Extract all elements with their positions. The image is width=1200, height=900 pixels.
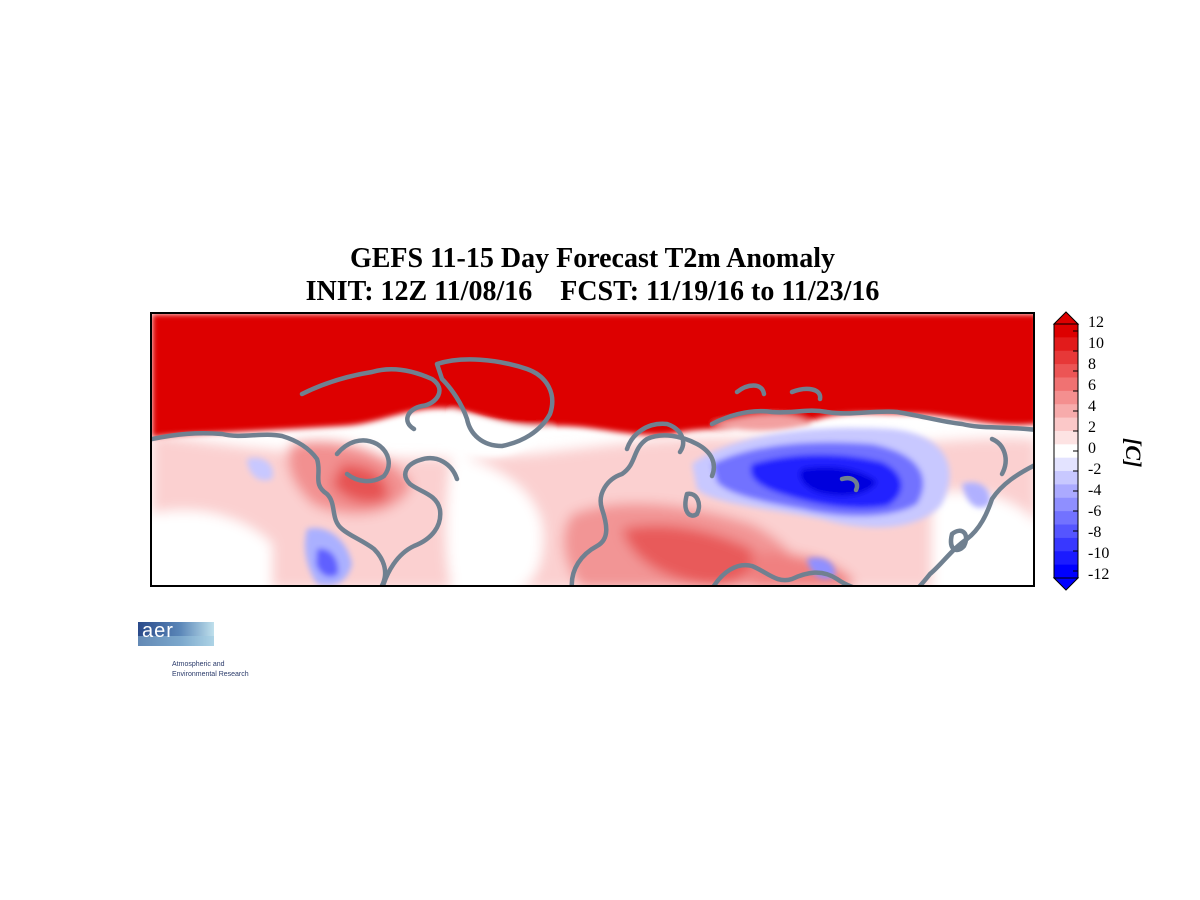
colorbar-tick-label: -8	[1088, 524, 1102, 541]
colorbar-tick-label: -10	[1088, 545, 1110, 562]
colorbar-level	[1054, 537, 1078, 552]
colorbar	[1052, 311, 1080, 591]
colorbar-level	[1054, 350, 1078, 365]
europe-coast	[569, 433, 717, 585]
colorbar-tick-label: -4	[1088, 482, 1102, 499]
aer-logo-text: aer	[142, 620, 174, 642]
scandinavia	[624, 421, 686, 455]
colorbar-tick-label: -2	[1088, 461, 1102, 478]
colorbar-level	[1054, 524, 1078, 539]
aer-logo-line1: Atmospheric and	[172, 661, 225, 668]
colorbar-level	[1054, 444, 1078, 459]
colorbar-level	[1054, 417, 1078, 432]
north-america-coast	[152, 430, 388, 585]
colorbar-tick-label: 12	[1088, 314, 1104, 331]
aer-logo-line2: Environmental Research	[172, 671, 249, 678]
colorbar-level	[1054, 471, 1078, 485]
colorbar-extend-min	[1052, 577, 1080, 591]
canadian-archipelago	[299, 366, 442, 432]
colorbar-level	[1054, 511, 1078, 526]
colorbar-tick-label: -12	[1088, 566, 1110, 583]
lake-baikal	[839, 476, 860, 493]
north-america-east-coast	[380, 456, 460, 585]
arctic-warm-band	[152, 314, 1033, 456]
chart-title: GEFS 11-15 Day Forecast T2m Anomaly	[349, 243, 836, 274]
asia-north-coast	[709, 408, 1033, 432]
colorbar-tick-label: -6	[1088, 503, 1102, 520]
novaya-zemlya	[734, 383, 767, 397]
hudson-bay	[334, 438, 391, 484]
asia-south-coast	[711, 562, 854, 585]
colorbar-level	[1054, 564, 1078, 579]
colorbar-extend-max	[1052, 311, 1080, 325]
aer-logo-mark	[138, 622, 214, 646]
japan	[948, 528, 969, 553]
colorbar-level	[1054, 404, 1078, 419]
colorbar-unit-label: [C]	[1121, 438, 1146, 468]
siberia-cold-anomaly	[692, 427, 950, 528]
colorbar-level	[1054, 324, 1078, 338]
colorbar-level	[1054, 430, 1078, 445]
colorbar-level	[1054, 484, 1078, 499]
colorbar-level	[1054, 551, 1078, 566]
colorbar-tick-label: 10	[1088, 335, 1104, 352]
anomaly-map-canvas	[152, 314, 1033, 585]
colorbar-tick-label: 8	[1088, 356, 1096, 373]
aer-logo: aer Atmospheric and Environmental Resear…	[138, 620, 288, 682]
colorbar-tick-label: 6	[1088, 377, 1096, 394]
kamchatka	[989, 436, 1008, 477]
colorbar-level	[1054, 457, 1078, 472]
forecast-period-subtitle: INIT: 12Z 11/08/16 FCST: 11/19/16 to 11/…	[305, 276, 880, 307]
colorbar-level	[1054, 364, 1078, 378]
anomaly-map	[150, 312, 1035, 587]
colorbar-level	[1054, 377, 1078, 392]
greenland	[434, 357, 555, 449]
coastlines	[152, 357, 1033, 585]
colorbar-tick-label: 2	[1088, 419, 1096, 436]
colorbar-level	[1054, 497, 1078, 512]
colorbar-level	[1054, 390, 1078, 405]
colorbar-tick-label: 0	[1088, 440, 1096, 457]
caspian-sea	[683, 491, 702, 518]
colorbar-tick-label: 4	[1088, 398, 1096, 415]
siberian-islands	[789, 386, 823, 402]
colorbar-level	[1054, 337, 1078, 352]
